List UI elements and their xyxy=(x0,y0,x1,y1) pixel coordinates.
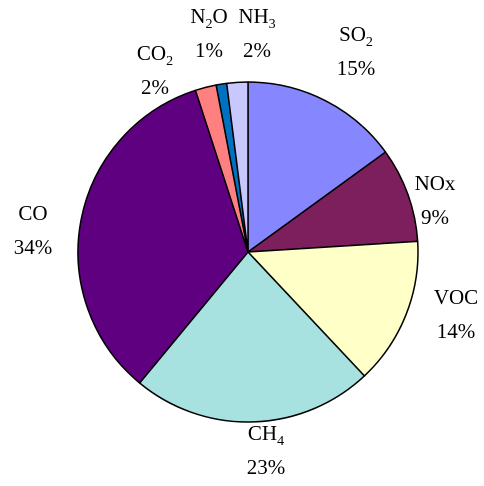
pie-slice-nox xyxy=(247,151,419,253)
slice-percent-nh3: 2% xyxy=(243,38,271,62)
pie-slices xyxy=(77,81,419,423)
slice-percent-so2: 15% xyxy=(337,56,376,80)
pie-slice-ch4 xyxy=(138,251,366,423)
slice-label-nh3: NH3 xyxy=(238,4,275,32)
slice-percent-voc: 14% xyxy=(437,319,476,343)
slice-label-co: CO xyxy=(18,201,47,225)
slice-label-n2o: N2O xyxy=(190,4,227,32)
pie-labels: SO2 15% NOx 9% VOC 14% CH4 23% CO 34% CO2 2% N2O 1% NH… xyxy=(14,4,478,479)
pie-slice-voc xyxy=(247,240,419,377)
slice-label-nox: NOx xyxy=(415,171,456,195)
slice-percent-nox: 9% xyxy=(421,205,449,229)
slice-label-voc: VOC xyxy=(434,285,478,309)
pie-slice-co xyxy=(77,89,249,384)
slice-percent-co: 34% xyxy=(14,235,53,259)
slice-label-co2: CO2 xyxy=(137,41,173,69)
slice-percent-n2o: 1% xyxy=(195,38,223,62)
slice-label-so2: SO2 xyxy=(339,22,373,50)
pie-slice-so2 xyxy=(247,81,387,253)
slice-percent-co2: 2% xyxy=(141,75,169,99)
slice-label-ch4: CH4 xyxy=(248,421,284,449)
slice-percent-ch4: 23% xyxy=(247,455,286,479)
pie-slice-nh3 xyxy=(225,81,249,253)
